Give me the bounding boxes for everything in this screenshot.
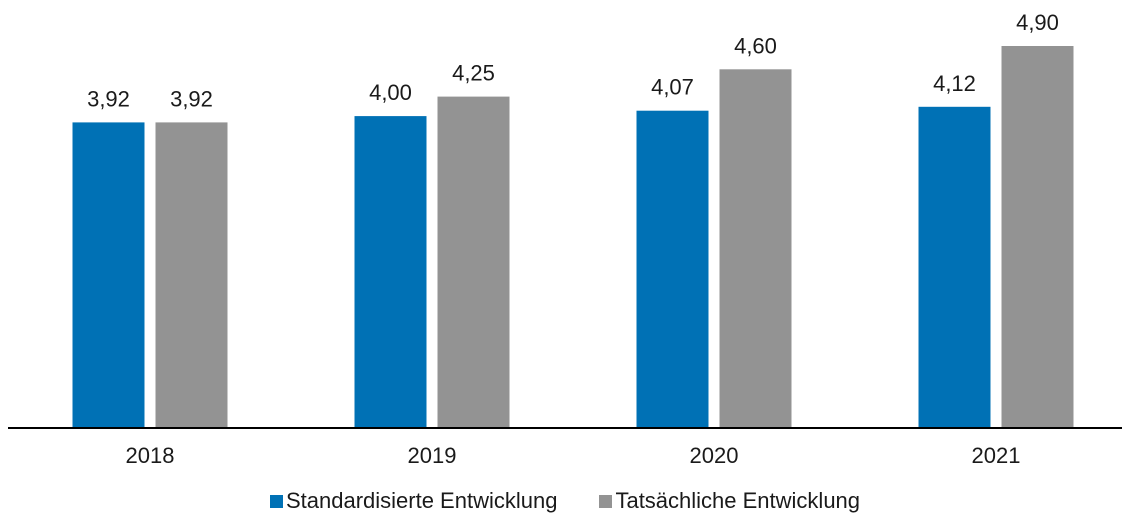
data-label-standardisiert-2018: 3,92 [87, 86, 130, 111]
data-label-tatsaechlich-2020: 4,60 [734, 33, 777, 58]
data-label-tatsaechlich-2018: 3,92 [170, 86, 213, 111]
bar-standardisiert-2019 [354, 116, 427, 428]
legend-label-standardisiert: Standardisierte Entwicklung [285, 488, 558, 513]
legend: Standardisierte Entwicklung Tatsächliche… [0, 486, 1130, 516]
data-label-standardisiert-2019: 4,00 [369, 80, 412, 105]
legend-item-standardisiert: Standardisierte Entwicklung [269, 488, 558, 514]
data-label-tatsaechlich-2019: 4,25 [452, 61, 495, 86]
bar-standardisiert-2018 [72, 122, 145, 429]
x-tick-label-2019: 2019 [408, 443, 457, 468]
bars-group [72, 46, 1074, 429]
legend-swatch-standardisiert [269, 494, 283, 508]
bar-standardisiert-2020 [636, 110, 709, 428]
data-labels-group: 3,92 3,92 4,00 4,25 4,07 4,60 4,12 4,90 [87, 10, 1059, 111]
bar-tatsaechlich-2021 [1001, 46, 1074, 428]
x-tick-label-2020: 2020 [690, 443, 739, 468]
x-tick-label-2018: 2018 [126, 443, 175, 468]
x-tick-label-2021: 2021 [972, 443, 1021, 468]
bar-tatsaechlich-2018 [155, 122, 228, 429]
bar-standardisiert-2021 [918, 106, 991, 429]
legend-swatch-tatsaechlich [599, 494, 613, 508]
legend-label-tatsaechlich: Tatsächliche Entwicklung [615, 488, 861, 513]
data-label-standardisiert-2020: 4,07 [651, 75, 694, 100]
data-label-tatsaechlich-2021: 4,90 [1016, 10, 1059, 35]
data-label-standardisiert-2021: 4,12 [933, 71, 976, 96]
bar-tatsaechlich-2020 [719, 69, 792, 429]
x-tick-labels-group: 2018 2019 2020 2021 [126, 443, 1021, 468]
legend-item-tatsaechlich: Tatsächliche Entwicklung [599, 488, 860, 514]
bar-tatsaechlich-2019 [437, 96, 510, 428]
